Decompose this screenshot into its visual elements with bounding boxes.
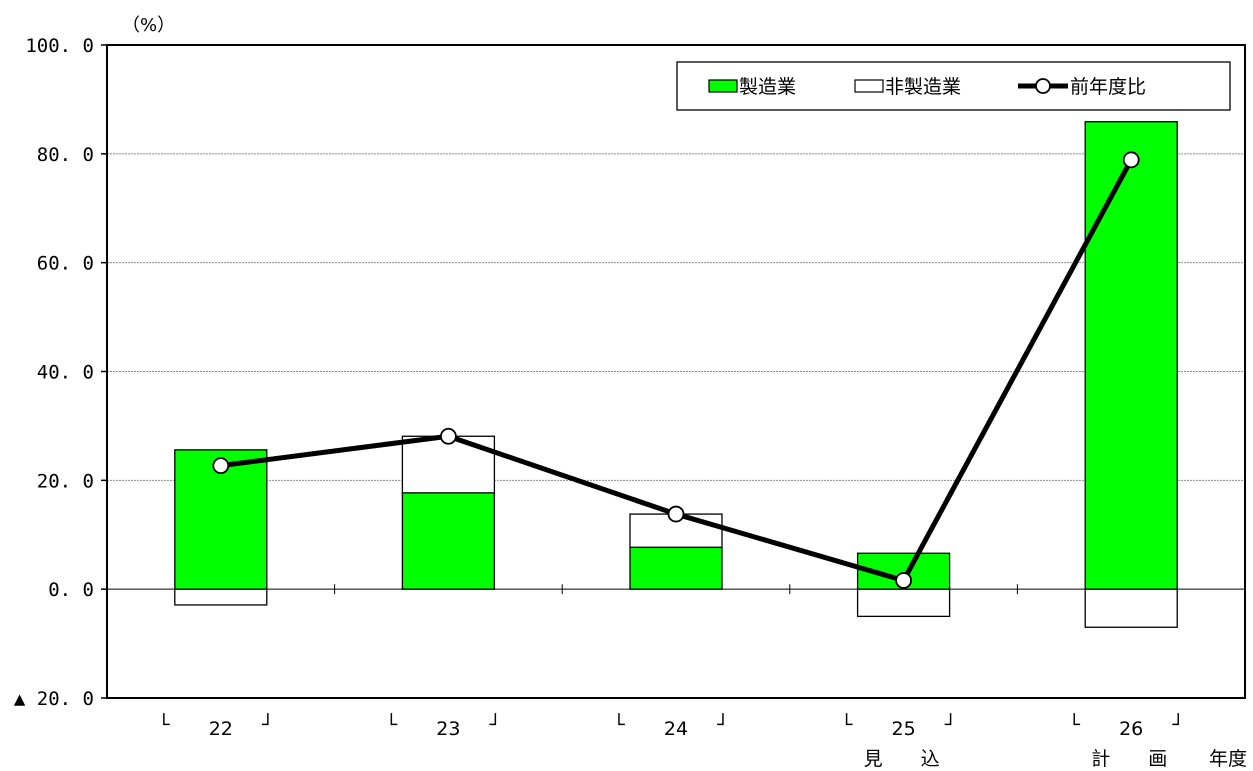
category-label: 24 [664,718,688,740]
line-point [667,505,685,523]
y-tick-label: 20. 0 [37,470,94,492]
y-tick-label: 40. 0 [37,362,94,384]
category-sublabel: 計 画 [1091,748,1167,770]
bar-non-manufacturing [1084,588,1178,628]
bar-non-manufacturing [401,435,496,494]
category-label: 25 [892,718,916,740]
bar-manufacturing [629,546,723,590]
line-point [212,457,230,475]
category-bracket-left: └ [386,712,398,736]
legend: 製造業 非製造業 前年度比 [676,61,1231,111]
legend-label: 非製造業 [885,76,961,98]
y-tick-label: 0. 0 [48,579,94,601]
legend-marker [1035,78,1051,94]
category-label: 22 [209,718,233,740]
axis-labels: 100. 0 80. 0 60. 0 40. 0 20. 0 0. 0 ▲ 20. 0 （%）… [14,15,1247,770]
category-label: 23 [436,718,460,740]
bar-non-manufacturing [174,588,268,606]
legend-swatch [854,79,884,93]
legend-box [676,61,1231,111]
bar-manufacturing [1084,121,1178,590]
line-series [212,151,1140,589]
legend-swatch [708,79,738,93]
x-axis-end-label: 年度 [1209,748,1247,770]
grid-lines [107,153,1245,481]
category-bracket-right: ┘ [261,712,273,736]
legend-label: 製造業 [739,76,796,98]
bar-manufacturing [401,492,496,590]
bars [174,121,1178,628]
bar-non-manufacturing [856,588,951,618]
y-tick-label: 80. 0 [37,144,94,166]
y-tick-label: ▲ 20. 0 [14,688,94,710]
category-bracket-right: ┘ [944,712,956,736]
category-bracket-left: └ [613,712,625,736]
unit-label: （%） [122,15,175,36]
line-point [895,572,912,589]
legend-label: 前年度比 [1070,76,1146,98]
axes [101,44,1246,699]
line-point [439,427,457,445]
category-sublabel: 見 込 [864,748,940,770]
category-bracket-left: └ [841,712,853,736]
category-label: 26 [1119,718,1143,740]
y-tick-label: 100. 0 [25,35,94,57]
line-point [1122,151,1140,169]
category-bracket-left: └ [158,712,170,736]
category-bracket-right: ┘ [1171,712,1183,736]
category-bracket-right: ┘ [489,712,501,736]
y-tick-label: 60. 0 [37,253,94,275]
category-bracket-left: └ [1068,712,1080,736]
category-bracket-right: ┘ [716,712,728,736]
